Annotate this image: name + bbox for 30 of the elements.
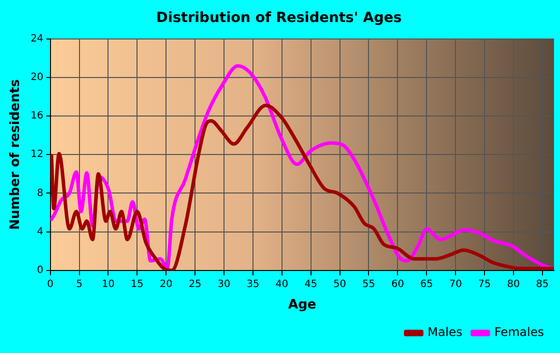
x-tick-label: 60 [391, 278, 404, 290]
x-tick-label: 20 [160, 278, 172, 290]
x-tick-label: 40 [276, 278, 288, 290]
x-tick-label: 85 [536, 278, 549, 290]
x-tick-label: 10 [102, 278, 115, 290]
x-tick-label: 75 [478, 278, 491, 290]
x-axis-title: Age [288, 298, 316, 313]
y-tick-label: 12 [30, 149, 44, 160]
y-tick-label: 4 [36, 226, 44, 238]
y-tick-label: 20 [30, 72, 44, 83]
y-tick-label: 0 [36, 264, 44, 276]
chart-title: Distribution of Residents' Ages [156, 10, 402, 26]
x-tick-label: 5 [76, 278, 82, 290]
y-axis-title: Number of residents [8, 79, 24, 230]
x-tick-label: 35 [246, 278, 260, 290]
legend-label: Males [428, 325, 462, 340]
legend-label: Females [494, 325, 544, 340]
x-tick-label: 45 [304, 278, 318, 290]
x-tick-label: 50 [333, 278, 346, 290]
y-tick-label: 8 [36, 188, 44, 199]
x-tick-label: 80 [507, 278, 520, 290]
x-tick-label: 70 [449, 278, 462, 290]
x-tick-label: 15 [130, 278, 144, 290]
x-tick-label: 55 [362, 278, 376, 290]
y-tick-label: 16 [30, 110, 44, 122]
y-tick-label: 24 [30, 33, 44, 44]
x-tick-label: 30 [218, 278, 230, 290]
x-tick-label: 65 [420, 278, 433, 290]
x-tick-label: 25 [188, 278, 202, 290]
x-tick-label: 0 [47, 278, 54, 290]
